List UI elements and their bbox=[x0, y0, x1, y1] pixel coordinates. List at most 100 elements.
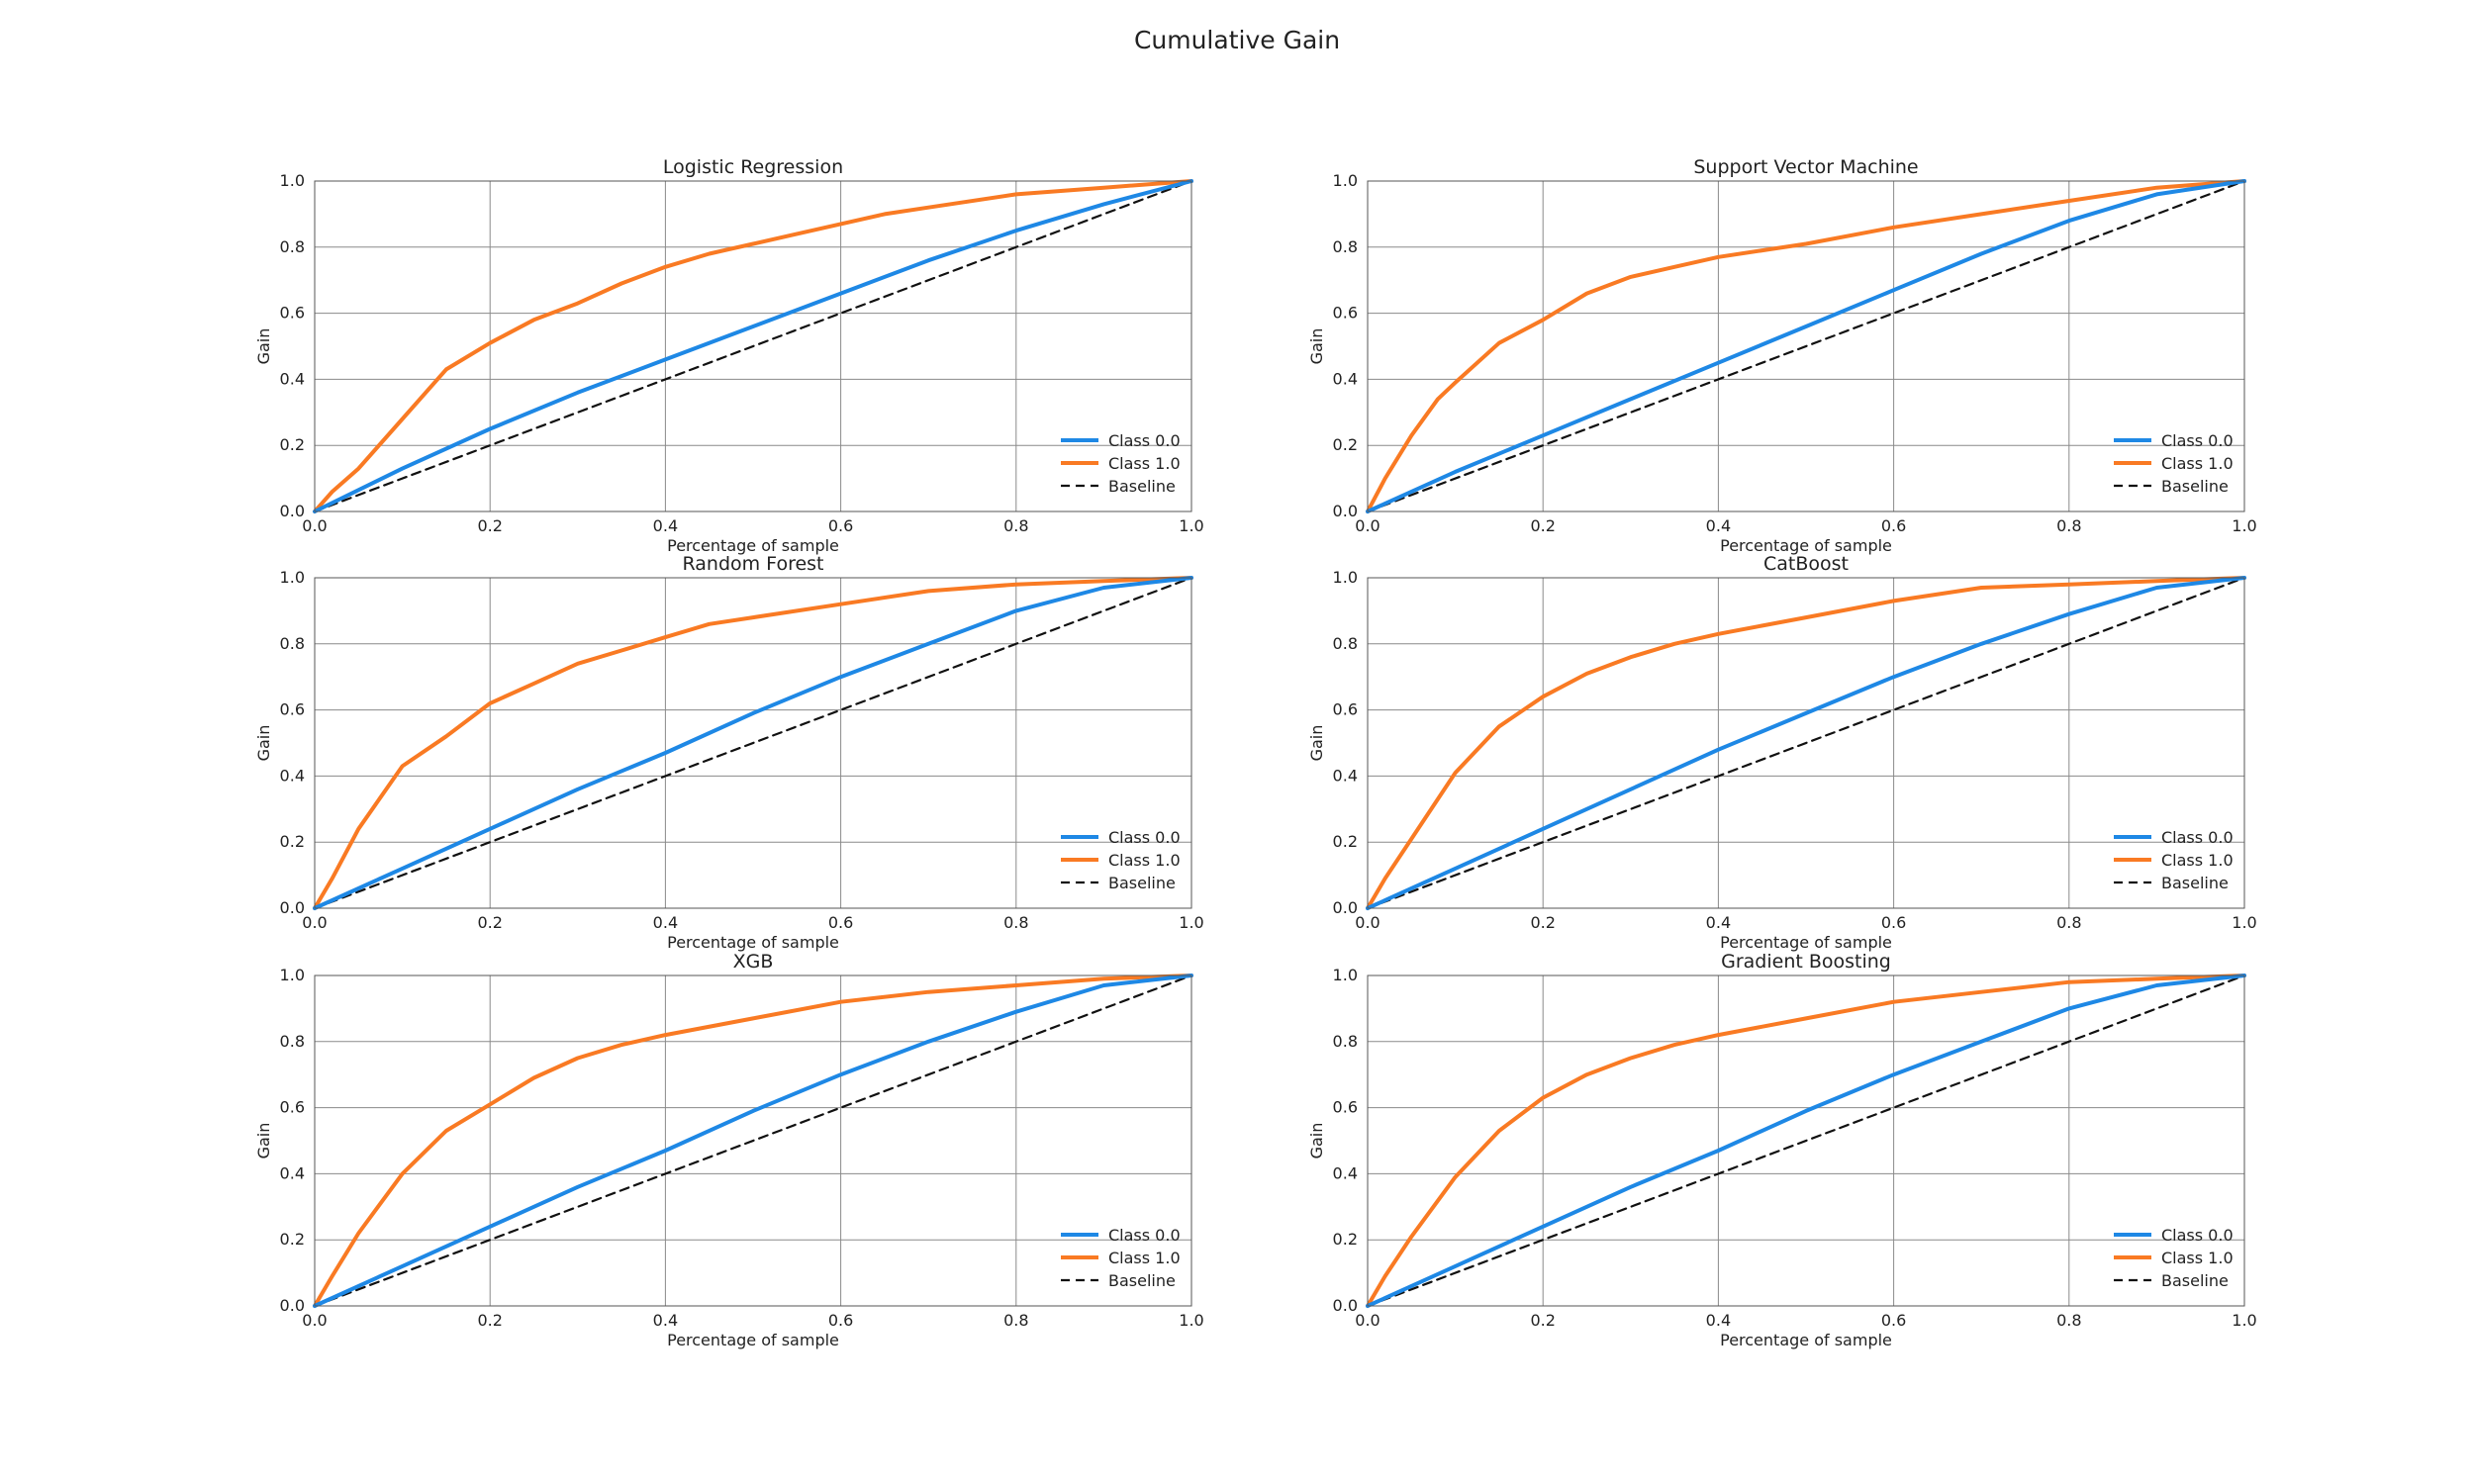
subplot: 0.0 0.2 0.4 0.6 0.8 1.0 0.0 0.2 0.4 0.6 0.8 1.0 XGB P… bbox=[254, 951, 1204, 1349]
x-tick-label: 0.2 bbox=[1530, 913, 1555, 932]
y-tick-label: 0.2 bbox=[1333, 832, 1358, 851]
x-tick-label: 0.2 bbox=[1530, 1311, 1555, 1330]
y-tick-label: 0.4 bbox=[1333, 766, 1358, 785]
x-axis-label: Percentage of sample bbox=[667, 1331, 839, 1349]
baseline-line bbox=[1366, 179, 2246, 513]
y-tick-label: 0.8 bbox=[1333, 634, 1358, 653]
legend-label: Baseline bbox=[2161, 1271, 2229, 1290]
x-tick-label: 0.0 bbox=[1355, 1311, 1380, 1330]
y-tick-label: 0.0 bbox=[280, 502, 305, 520]
y-tick-label: 1.0 bbox=[280, 568, 305, 587]
x-tick-label: 0.6 bbox=[1881, 913, 1906, 932]
baseline-line bbox=[313, 576, 1193, 910]
x-tick-label: 1.0 bbox=[2232, 913, 2256, 932]
y-tick-label: 0.0 bbox=[1333, 898, 1358, 917]
x-tick-label: 1.0 bbox=[1179, 913, 1203, 932]
class-0-line bbox=[1366, 974, 2246, 1308]
x-tick-label: 0.0 bbox=[1355, 516, 1380, 535]
x-tick-label: 0.2 bbox=[477, 1311, 502, 1330]
legend-label: Class 0.0 bbox=[1108, 431, 1181, 450]
y-axis-label: Gain bbox=[254, 328, 273, 365]
x-axis-label: Percentage of sample bbox=[667, 933, 839, 952]
class-0-line bbox=[313, 576, 1193, 910]
legend-label: Class 0.0 bbox=[2161, 1226, 2234, 1245]
x-tick-label: 0.4 bbox=[653, 913, 678, 932]
legend-label: Class 0.0 bbox=[2161, 828, 2234, 847]
y-tick-label: 0.2 bbox=[280, 1230, 305, 1249]
x-tick-label: 0.2 bbox=[1530, 516, 1555, 535]
subplot: 0.0 0.2 0.4 0.6 0.8 1.0 0.0 0.2 0.4 0.6 0.8 1.0 CatB… bbox=[1307, 553, 2257, 952]
x-tick-label: 0.6 bbox=[1881, 1311, 1906, 1330]
legend-label: Baseline bbox=[2161, 477, 2229, 496]
x-tick-label: 0.6 bbox=[1881, 516, 1906, 535]
y-tick-label: 0.2 bbox=[1333, 1230, 1358, 1249]
y-tick-label: 0.4 bbox=[280, 369, 305, 388]
x-axis-label: Percentage of sample bbox=[1720, 933, 1892, 952]
subplot-title: Logistic Regression bbox=[663, 156, 843, 178]
y-tick-label: 0.0 bbox=[280, 1296, 305, 1315]
y-tick-label: 0.6 bbox=[280, 1098, 305, 1117]
y-tick-label: 1.0 bbox=[280, 966, 305, 984]
class-1-line bbox=[1366, 576, 2246, 910]
y-tick-label: 1.0 bbox=[1333, 966, 1358, 984]
y-tick-label: 1.0 bbox=[280, 171, 305, 190]
legend-label: Baseline bbox=[2161, 874, 2229, 892]
y-tick-label: 0.8 bbox=[280, 634, 305, 653]
plot-frame bbox=[314, 180, 1192, 512]
legend-label: Baseline bbox=[1108, 1271, 1176, 1290]
class-1-line bbox=[313, 179, 1193, 513]
x-tick-label: 0.8 bbox=[1003, 913, 1028, 932]
plot-frame bbox=[314, 577, 1192, 909]
x-tick-label: 0.0 bbox=[302, 913, 327, 932]
y-tick-label: 0.8 bbox=[280, 237, 305, 256]
subplot: 0.0 0.2 0.4 0.6 0.8 1.0 0.0 0.2 0.4 0.6 0.8 1.0 Logi… bbox=[254, 156, 1204, 555]
x-tick-label: 0.8 bbox=[2056, 516, 2081, 535]
x-tick-label: 0.8 bbox=[2056, 913, 2081, 932]
y-tick-label: 0.2 bbox=[280, 832, 305, 851]
subplot-title: XGB bbox=[733, 951, 774, 973]
x-tick-label: 0.4 bbox=[1706, 913, 1731, 932]
baseline-line bbox=[313, 974, 1193, 1308]
baseline-line bbox=[313, 179, 1193, 513]
legend-label: Class 1.0 bbox=[1108, 454, 1181, 473]
x-tick-label: 0.6 bbox=[828, 516, 853, 535]
class-0-line bbox=[313, 974, 1193, 1308]
class-0-line bbox=[1366, 179, 2246, 513]
baseline-line bbox=[1366, 576, 2246, 910]
x-tick-label: 0.8 bbox=[1003, 1311, 1028, 1330]
class-1-line bbox=[1366, 179, 2246, 513]
y-axis-label: Gain bbox=[1307, 328, 1326, 365]
x-axis-label: Percentage of sample bbox=[1720, 536, 1892, 555]
class-0-line bbox=[313, 179, 1193, 513]
legend-label: Class 1.0 bbox=[2161, 1249, 2234, 1267]
y-axis-label: Gain bbox=[1307, 1123, 1326, 1159]
subplot-title: CatBoost bbox=[1763, 553, 1849, 575]
x-tick-label: 1.0 bbox=[2232, 516, 2256, 535]
y-tick-label: 0.8 bbox=[280, 1032, 305, 1051]
class-0-line bbox=[1366, 576, 2246, 910]
y-tick-label: 0.6 bbox=[1333, 304, 1358, 323]
legend-label: Baseline bbox=[1108, 874, 1176, 892]
y-tick-label: 0.6 bbox=[280, 304, 305, 323]
figure-title: Cumulative Gain bbox=[1134, 26, 1340, 54]
legend-label: Class 0.0 bbox=[1108, 1226, 1181, 1245]
legend-label: Class 1.0 bbox=[2161, 851, 2234, 870]
legend-label: Class 1.0 bbox=[2161, 454, 2234, 473]
legend-label: Class 0.0 bbox=[2161, 431, 2234, 450]
x-tick-label: 0.6 bbox=[828, 1311, 853, 1330]
x-tick-label: 0.0 bbox=[302, 516, 327, 535]
y-tick-label: 0.4 bbox=[280, 1163, 305, 1182]
y-tick-label: 0.2 bbox=[1333, 435, 1358, 454]
x-tick-label: 1.0 bbox=[1179, 516, 1203, 535]
plot-frame bbox=[1367, 577, 2245, 909]
x-tick-label: 0.0 bbox=[302, 1311, 327, 1330]
y-axis-label: Gain bbox=[254, 725, 273, 762]
y-tick-label: 0.6 bbox=[280, 700, 305, 719]
x-tick-label: 1.0 bbox=[1179, 1311, 1203, 1330]
subplot-title: Support Vector Machine bbox=[1693, 156, 1918, 178]
subplot: 0.0 0.2 0.4 0.6 0.8 1.0 0.0 0.2 0.4 0.6 0.8 1.0 Rand… bbox=[254, 553, 1204, 952]
x-tick-label: 0.6 bbox=[828, 913, 853, 932]
legend-label: Class 1.0 bbox=[1108, 851, 1181, 870]
y-tick-label: 0.0 bbox=[1333, 1296, 1358, 1315]
